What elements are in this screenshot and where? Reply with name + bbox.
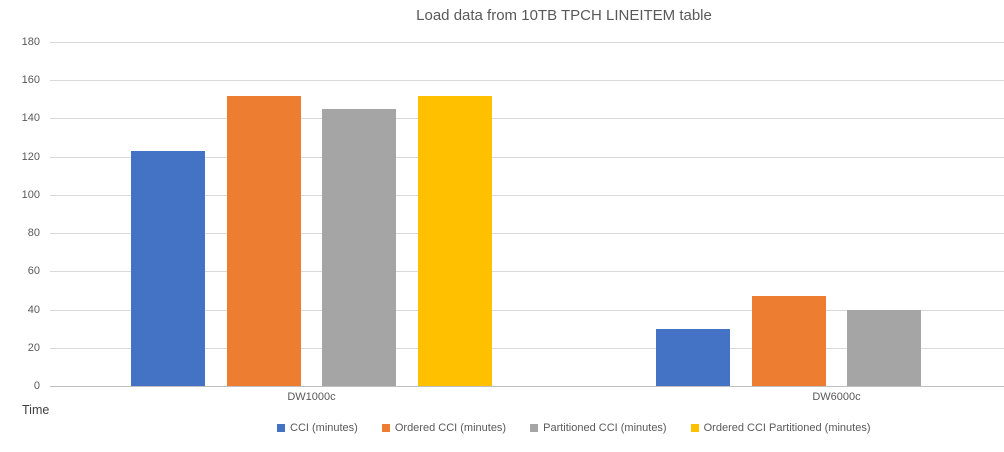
bar-dw1000c-ordered-cci-minutes (226, 95, 301, 386)
gridline-160 (50, 80, 1004, 82)
y-tick-label-20: 20 (27, 341, 40, 354)
legend-label: CCI (minutes) (290, 422, 358, 434)
bar-dw6000c-partitioned-cci-minutes (847, 309, 922, 386)
y-tick-label-140: 140 (21, 112, 40, 125)
gridline-140 (50, 118, 1004, 120)
gridline-100 (50, 194, 1004, 196)
bar-dw1000c-ordered-cci-partitioned-minutes (417, 95, 492, 386)
y-tick-label-80: 80 (27, 227, 40, 240)
legend-label: Ordered CCI (minutes) (394, 422, 507, 434)
y-tick-label-120: 120 (21, 150, 40, 163)
y-tick-label-100: 100 (21, 188, 40, 201)
legend-swatch-icon (277, 424, 285, 432)
legend-label: Ordered CCI Partitioned (minutes) (703, 422, 871, 434)
x-category-label-dw6000c: DW6000c (812, 391, 861, 403)
gridline-80 (50, 233, 1004, 235)
y-tick-label-160: 160 (21, 74, 40, 87)
legend-item-partitioned-cci-minutes: Partitioned CCI (minutes) (530, 422, 667, 434)
legend-swatch-icon (690, 424, 699, 432)
legend-item-cci-minutes: CCI (minutes) (277, 422, 358, 434)
legend-swatch-icon (530, 424, 539, 432)
x-axis-line (50, 386, 1004, 387)
gridline-20 (50, 347, 1004, 349)
y-tick-label-0: 0 (33, 380, 40, 392)
gridline-180 (50, 42, 1004, 43)
chart-title: Load data from 10TB TPCH LINEITEM table (416, 7, 712, 24)
gridline-120 (50, 156, 1004, 158)
legend-swatch-icon (381, 424, 390, 432)
y-tick-label-40: 40 (27, 303, 40, 316)
bar-dw1000c-cci-minutes (131, 150, 206, 386)
legend-item-ordered-cci-partitioned-minutes: Ordered CCI Partitioned (minutes) (690, 422, 871, 434)
axis-title: Time (22, 403, 50, 417)
legend-item-ordered-cci-minutes: Ordered CCI (minutes) (381, 422, 507, 434)
legend: CCI (minutes) Ordered CCI (minutes) Partit… (277, 422, 871, 434)
bar-dw6000c-ordered-cci-minutes (751, 296, 826, 386)
legend-label: Partitioned CCI (minutes) (543, 422, 667, 434)
x-category-label-dw1000c: DW1000c (287, 391, 336, 403)
y-tick-label-180: 180 (21, 36, 40, 48)
gridline-40 (50, 309, 1004, 311)
gridline-60 (50, 271, 1004, 273)
bar-dw1000c-partitioned-cci-minutes (322, 108, 397, 386)
y-tick-label-60: 60 (27, 265, 40, 278)
bar-dw6000c-cci-minutes (656, 328, 731, 386)
